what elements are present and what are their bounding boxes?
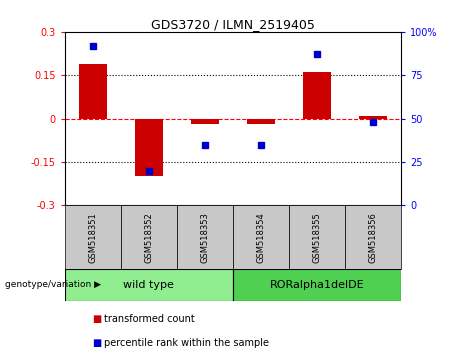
Bar (233, 269, 401, 301)
Text: GSM518355: GSM518355 (313, 212, 321, 263)
Bar (247, 119, 275, 124)
Bar (135, 119, 163, 176)
Text: percentile rank within the sample: percentile rank within the sample (104, 338, 269, 348)
Text: GSM518353: GSM518353 (200, 212, 209, 263)
Text: GSM518352: GSM518352 (144, 212, 153, 263)
Text: GSM518356: GSM518356 (368, 212, 378, 263)
Bar (359, 116, 387, 119)
Bar (65, 269, 233, 301)
Bar (65, 205, 121, 269)
Bar (78, 64, 106, 119)
Text: ■: ■ (92, 314, 101, 324)
Bar (121, 205, 177, 269)
Text: transformed count: transformed count (104, 314, 195, 324)
Bar (289, 205, 345, 269)
Text: RORalpha1delDE: RORalpha1delDE (270, 280, 364, 290)
Bar (345, 205, 401, 269)
Text: ■: ■ (92, 338, 101, 348)
Text: GSM518351: GSM518351 (88, 212, 97, 263)
Text: wild type: wild type (123, 280, 174, 290)
Title: GDS3720 / ILMN_2519405: GDS3720 / ILMN_2519405 (151, 18, 315, 31)
Bar (303, 72, 331, 119)
Bar (191, 119, 219, 124)
Bar (177, 205, 233, 269)
Text: GSM518354: GSM518354 (256, 212, 266, 263)
Text: genotype/variation ▶: genotype/variation ▶ (5, 280, 100, 290)
Bar (233, 205, 289, 269)
